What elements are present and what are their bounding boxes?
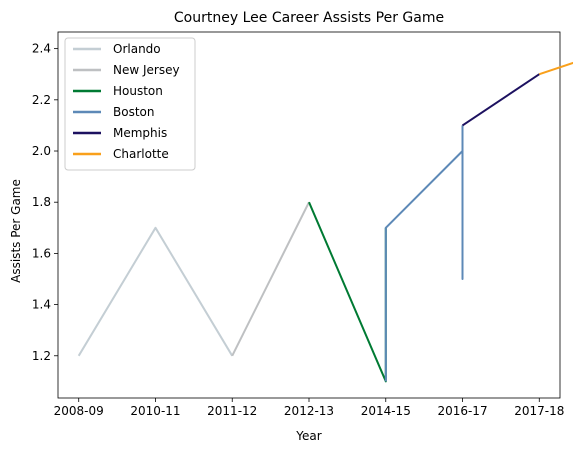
x-tick-label: 2014-15 [361,404,411,418]
series-line-memphis [461,73,540,127]
legend-label: New Jersey [113,63,180,77]
y-tick-label: 1.2 [32,349,51,363]
series-line-orlando [77,226,234,357]
legend-label: Boston [113,105,154,119]
series-line-boston [384,125,464,382]
x-tick-label: 2017-18 [514,404,564,418]
legend-label: Charlotte [113,147,169,161]
x-tick-label: 2016-17 [437,404,487,418]
legend-label: Memphis [113,126,167,140]
y-tick-label: 2.4 [32,42,51,56]
series-line-new-jersey [231,201,310,357]
x-tick-label: 2011-12 [207,404,257,418]
y-tick-label: 2.2 [32,93,51,107]
y-axis-label: Assists Per Game [9,179,23,283]
y-tick-label: 2.0 [32,144,51,158]
x-tick-label: 2012-13 [284,404,334,418]
series-line-charlotte [538,61,573,76]
y-axis: 1.2 1.4 1.6 1.8 2.0 2.2 2.4 [32,42,58,363]
chart-title: Courtney Lee Career Assists Per Game [174,10,444,26]
y-tick-label: 1.6 [32,246,51,260]
y-tick-label: 1.8 [32,195,51,209]
x-tick-label: 2010-11 [130,404,180,418]
series-layer [77,61,573,383]
x-axis: 2008-09 2010-11 2011-12 2012-13 2014-15 2016-… [54,398,564,418]
x-axis-label: Year [295,429,321,443]
legend-label: Houston [113,84,163,98]
legend-label: Orlando [113,42,161,56]
y-tick-label: 1.4 [32,298,51,312]
legend: Orlando New Jersey Houston Boston Memphis Cha… [64,37,196,171]
series-line-houston [308,201,387,383]
x-tick-label: 2008-09 [54,404,104,418]
